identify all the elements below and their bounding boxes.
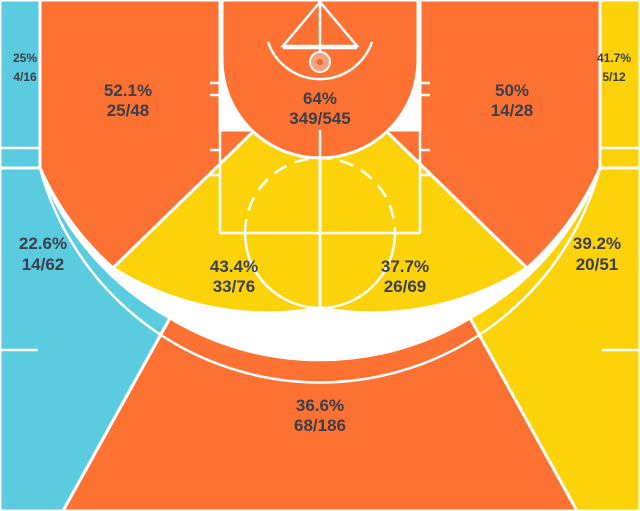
right-wing-made-att: 20/51 [576, 255, 619, 274]
left-wing-made-att: 14/62 [22, 255, 65, 274]
court-lines [310, 52, 330, 72]
left-baseline-pct: 52.1% [104, 81, 152, 100]
right-wing-pct: 39.2% [573, 234, 621, 253]
restricted-area-pct: 64% [303, 89, 337, 108]
right-baseline-made-att: 14/28 [491, 101, 534, 120]
zone-labels: 25% 4/16 41.7% 5/12 52.1% 25/48 64% 349/… [13, 51, 631, 435]
right-elbow-made-att: 26/69 [384, 277, 427, 296]
zone-left-elbow-midrange [110, 128, 322, 315]
right-elbow-pct: 37.7% [381, 257, 429, 276]
left-baseline-made-att: 25/48 [107, 101, 150, 120]
right-corner-three-made-att: 5/12 [602, 70, 626, 84]
restricted-area-made-att: 349/545 [289, 109, 350, 128]
zone-top-of-key-three [61, 315, 579, 511]
top-of-key-pct: 36.6% [296, 396, 344, 415]
left-elbow-made-att: 33/76 [213, 277, 256, 296]
left-elbow-pct: 43.4% [210, 257, 258, 276]
left-corner-three-made-att: 4/16 [13, 70, 37, 84]
left-corner-three-pct: 25% [13, 51, 37, 65]
top-of-key-made-att: 68/186 [294, 416, 346, 435]
left-wing-pct: 22.6% [19, 234, 67, 253]
zone-right-elbow-midrange [318, 128, 530, 315]
zone-right-corner-three [598, 0, 640, 170]
right-corner-three-pct: 41.7% [597, 51, 631, 65]
zone-left-corner-three [0, 0, 42, 170]
right-baseline-pct: 50% [495, 81, 529, 100]
